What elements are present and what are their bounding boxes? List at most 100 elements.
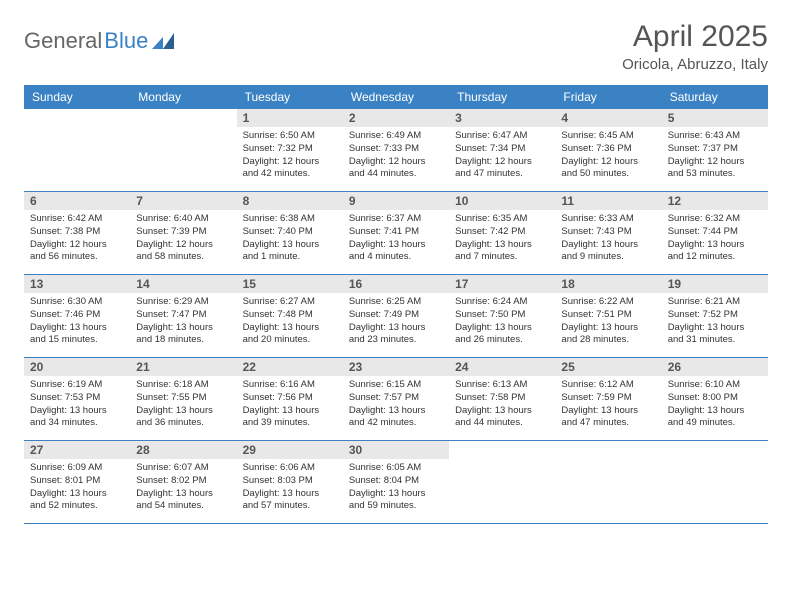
sunset-text: Sunset: 7:41 PM xyxy=(349,226,443,239)
day-cell: 20Sunrise: 6:19 AMSunset: 7:53 PMDayligh… xyxy=(24,358,130,441)
day-number: 23 xyxy=(343,358,449,376)
day-cell: 3Sunrise: 6:47 AMSunset: 7:34 PMDaylight… xyxy=(449,109,555,192)
day-cell: 19Sunrise: 6:21 AMSunset: 7:52 PMDayligh… xyxy=(662,275,768,358)
sunset-text: Sunset: 7:46 PM xyxy=(30,309,124,322)
sunrise-text: Sunrise: 6:07 AM xyxy=(136,462,230,475)
day-cell: 10Sunrise: 6:35 AMSunset: 7:42 PMDayligh… xyxy=(449,192,555,275)
day-header: Wednesday xyxy=(343,85,449,109)
daylight-text: Daylight: 13 hours and 26 minutes. xyxy=(455,322,549,348)
day-number: 19 xyxy=(662,275,768,293)
sunrise-text: Sunrise: 6:35 AM xyxy=(455,213,549,226)
daylight-text: Daylight: 13 hours and 39 minutes. xyxy=(243,405,337,431)
sunrise-text: Sunrise: 6:15 AM xyxy=(349,379,443,392)
sunrise-text: Sunrise: 6:47 AM xyxy=(455,130,549,143)
daylight-text: Daylight: 13 hours and 57 minutes. xyxy=(243,488,337,514)
day-cell xyxy=(449,441,555,524)
day-number: 13 xyxy=(24,275,130,293)
day-number: 16 xyxy=(343,275,449,293)
day-cell: 16Sunrise: 6:25 AMSunset: 7:49 PMDayligh… xyxy=(343,275,449,358)
sunset-text: Sunset: 7:50 PM xyxy=(455,309,549,322)
day-number: 28 xyxy=(130,441,236,459)
day-header: Friday xyxy=(555,85,661,109)
day-details: Sunrise: 6:18 AMSunset: 7:55 PMDaylight:… xyxy=(130,376,236,436)
day-details: Sunrise: 6:29 AMSunset: 7:47 PMDaylight:… xyxy=(130,293,236,353)
day-number: 9 xyxy=(343,192,449,210)
day-cell xyxy=(555,441,661,524)
daylight-text: Daylight: 13 hours and 7 minutes. xyxy=(455,239,549,265)
day-cell: 18Sunrise: 6:22 AMSunset: 7:51 PMDayligh… xyxy=(555,275,661,358)
sunrise-text: Sunrise: 6:49 AM xyxy=(349,130,443,143)
day-number: 5 xyxy=(662,109,768,127)
day-number: 18 xyxy=(555,275,661,293)
day-details: Sunrise: 6:05 AMSunset: 8:04 PMDaylight:… xyxy=(343,459,449,519)
day-header: Tuesday xyxy=(237,85,343,109)
header: GeneralBlue April 2025 Oricola, Abruzzo,… xyxy=(24,20,768,73)
sunrise-text: Sunrise: 6:33 AM xyxy=(561,213,655,226)
day-details: Sunrise: 6:06 AMSunset: 8:03 PMDaylight:… xyxy=(237,459,343,519)
day-number: 25 xyxy=(555,358,661,376)
daylight-text: Daylight: 13 hours and 47 minutes. xyxy=(561,405,655,431)
day-number: 20 xyxy=(24,358,130,376)
sunset-text: Sunset: 7:56 PM xyxy=(243,392,337,405)
sunrise-text: Sunrise: 6:42 AM xyxy=(30,213,124,226)
sunset-text: Sunset: 7:51 PM xyxy=(561,309,655,322)
day-details: Sunrise: 6:49 AMSunset: 7:33 PMDaylight:… xyxy=(343,127,449,187)
day-details: Sunrise: 6:35 AMSunset: 7:42 PMDaylight:… xyxy=(449,210,555,270)
day-header: Sunday xyxy=(24,85,130,109)
sunrise-text: Sunrise: 6:12 AM xyxy=(561,379,655,392)
day-cell: 8Sunrise: 6:38 AMSunset: 7:40 PMDaylight… xyxy=(237,192,343,275)
sunset-text: Sunset: 7:44 PM xyxy=(668,226,762,239)
sunset-text: Sunset: 7:39 PM xyxy=(136,226,230,239)
sunset-text: Sunset: 7:49 PM xyxy=(349,309,443,322)
daylight-text: Daylight: 13 hours and 59 minutes. xyxy=(349,488,443,514)
day-number: 15 xyxy=(237,275,343,293)
day-cell: 24Sunrise: 6:13 AMSunset: 7:58 PMDayligh… xyxy=(449,358,555,441)
sunset-text: Sunset: 7:34 PM xyxy=(455,143,549,156)
day-number: 24 xyxy=(449,358,555,376)
day-header: Thursday xyxy=(449,85,555,109)
day-details: Sunrise: 6:30 AMSunset: 7:46 PMDaylight:… xyxy=(24,293,130,353)
day-details: Sunrise: 6:10 AMSunset: 8:00 PMDaylight:… xyxy=(662,376,768,436)
day-cell xyxy=(24,109,130,192)
daylight-text: Daylight: 12 hours and 53 minutes. xyxy=(668,156,762,182)
daylight-text: Daylight: 13 hours and 18 minutes. xyxy=(136,322,230,348)
sunset-text: Sunset: 7:48 PM xyxy=(243,309,337,322)
day-number: 1 xyxy=(237,109,343,127)
daylight-text: Daylight: 13 hours and 34 minutes. xyxy=(30,405,124,431)
sunset-text: Sunset: 7:40 PM xyxy=(243,226,337,239)
daylight-text: Daylight: 13 hours and 9 minutes. xyxy=(561,239,655,265)
day-number: 11 xyxy=(555,192,661,210)
daylight-text: Daylight: 12 hours and 56 minutes. xyxy=(30,239,124,265)
day-cell: 6 Sunrise: 6:42 AMSunset: 7:38 PMDaylight… xyxy=(24,192,130,275)
day-number: 17 xyxy=(449,275,555,293)
sunset-text: Sunset: 7:52 PM xyxy=(668,309,762,322)
sunset-text: Sunset: 8:03 PM xyxy=(243,475,337,488)
day-number: 29 xyxy=(237,441,343,459)
day-details: Sunrise: 6:21 AMSunset: 7:52 PMDaylight:… xyxy=(662,293,768,353)
day-details: Sunrise: 6:16 AMSunset: 7:56 PMDaylight:… xyxy=(237,376,343,436)
sunset-text: Sunset: 7:38 PM xyxy=(30,226,124,239)
day-cell: 26Sunrise: 6:10 AMSunset: 8:00 PMDayligh… xyxy=(662,358,768,441)
day-number: 6 xyxy=(24,192,130,210)
day-cell: 2Sunrise: 6:49 AMSunset: 7:33 PMDaylight… xyxy=(343,109,449,192)
sunrise-text: Sunrise: 6:24 AM xyxy=(455,296,549,309)
sunset-text: Sunset: 7:37 PM xyxy=(668,143,762,156)
sunset-text: Sunset: 8:02 PM xyxy=(136,475,230,488)
daylight-text: Daylight: 12 hours and 58 minutes. xyxy=(136,239,230,265)
day-details: Sunrise: 6:15 AMSunset: 7:57 PMDaylight:… xyxy=(343,376,449,436)
week-row: 13Sunrise: 6:30 AMSunset: 7:46 PMDayligh… xyxy=(24,275,768,358)
day-number: 10 xyxy=(449,192,555,210)
sunset-text: Sunset: 8:04 PM xyxy=(349,475,443,488)
daylight-text: Daylight: 13 hours and 28 minutes. xyxy=(561,322,655,348)
sunrise-text: Sunrise: 6:32 AM xyxy=(668,213,762,226)
sunset-text: Sunset: 7:57 PM xyxy=(349,392,443,405)
sunrise-text: Sunrise: 6:22 AM xyxy=(561,296,655,309)
calendar-page: GeneralBlue April 2025 Oricola, Abruzzo,… xyxy=(0,0,792,544)
sunrise-text: Sunrise: 6:40 AM xyxy=(136,213,230,226)
title-block: April 2025 Oricola, Abruzzo, Italy xyxy=(622,20,768,73)
day-cell xyxy=(662,441,768,524)
sunrise-text: Sunrise: 6:19 AM xyxy=(30,379,124,392)
daylight-text: Daylight: 13 hours and 36 minutes. xyxy=(136,405,230,431)
week-row: 20Sunrise: 6:19 AMSunset: 7:53 PMDayligh… xyxy=(24,358,768,441)
day-details: Sunrise: 6:22 AMSunset: 7:51 PMDaylight:… xyxy=(555,293,661,353)
